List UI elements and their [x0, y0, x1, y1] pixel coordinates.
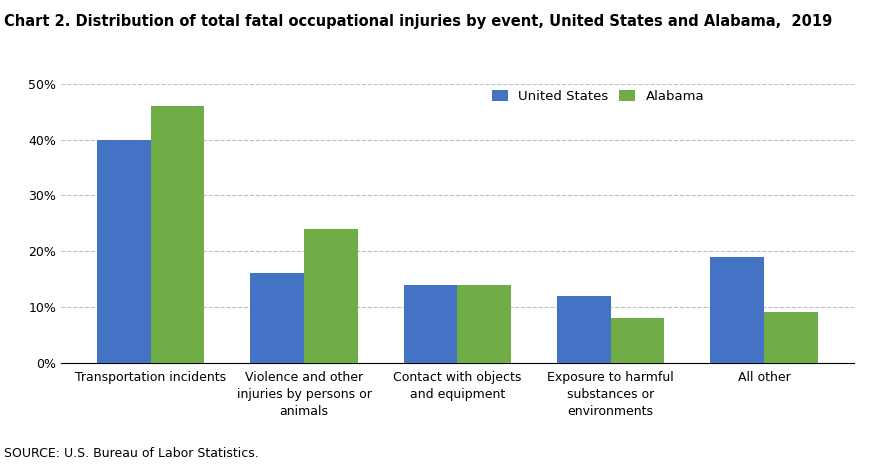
Bar	[97, 140, 151, 363]
Text: SOURCE: U.S. Bureau of Labor Statistics.: SOURCE: U.S. Bureau of Labor Statistics.	[4, 447, 259, 460]
Bar	[304, 229, 358, 363]
Text: Chart 2. Distribution of total fatal occupational injuries by event, United Stat: Chart 2. Distribution of total fatal occ…	[4, 14, 833, 29]
Bar	[457, 285, 511, 363]
Bar	[611, 318, 665, 363]
Bar	[710, 257, 764, 363]
Bar	[403, 285, 457, 363]
Bar	[151, 106, 205, 363]
Bar	[764, 312, 818, 363]
Legend: United States, Alabama: United States, Alabama	[492, 90, 705, 103]
Bar	[250, 273, 304, 363]
Bar	[557, 296, 611, 363]
